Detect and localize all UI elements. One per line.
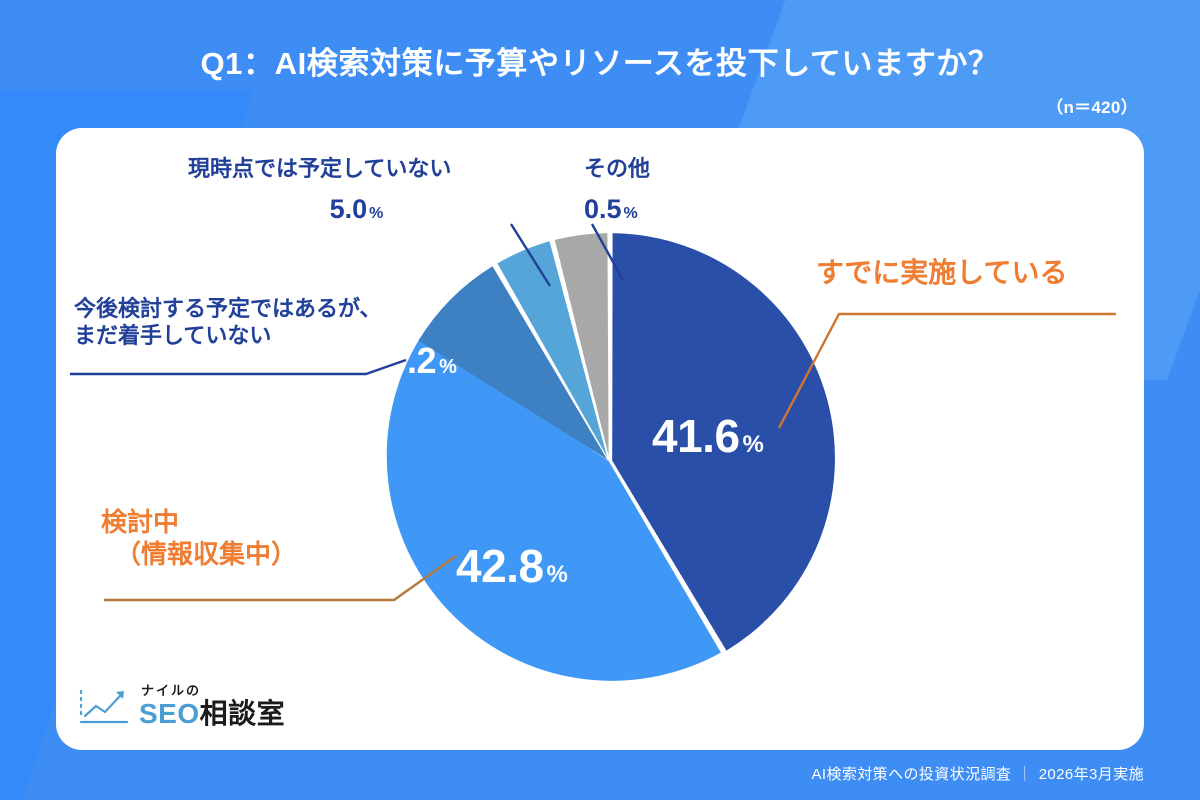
label-future: 今後検討する予定ではあるが、 まだ着手していない xyxy=(74,296,382,350)
value-percent-considering: % xyxy=(546,561,568,588)
pie-chart-svg xyxy=(386,233,835,681)
pie-slice-noplan[interactable] xyxy=(497,241,608,457)
callout-considering-line2: （情報収集中） xyxy=(115,539,298,570)
value-number-noplan: 5.0 xyxy=(329,193,368,224)
logo-main: SEO相談室 xyxy=(139,700,285,728)
callout-done: すでに実施している xyxy=(816,256,1067,291)
footer: AI検索対策への投資状況調査 ｜ 2026年3月実施 xyxy=(812,763,1145,784)
logo-text: ナイルの SEO相談室 xyxy=(139,680,285,728)
logo-jp: 相談室 xyxy=(199,698,286,729)
value-percent-done: % xyxy=(742,431,764,458)
label-other: その他 0.5% xyxy=(584,156,650,226)
label-noplan-text: 現時点では予定していない xyxy=(188,156,452,181)
sample-size-label: （n＝420） xyxy=(1046,98,1138,117)
pie-slice-future[interactable] xyxy=(418,266,608,460)
chart-card: 41.6% 42.8% 10.2% 現時点では予定していない 5.0% そ xyxy=(56,128,1144,750)
label-other-value: 0.5% xyxy=(584,193,650,226)
value-percent-noplan: % xyxy=(369,204,384,222)
value-label-considering: 42.8% xyxy=(456,543,568,589)
value-number-done: 41.6 xyxy=(652,410,740,462)
label-noplan: 現時点では予定していない 5.0% xyxy=(188,156,451,226)
pie-slice-other[interactable] xyxy=(554,233,609,456)
logo-seo: SEO xyxy=(139,698,200,729)
page-title: Q1：AI検索対策に予算やリソースを投下していますか？ xyxy=(200,46,1000,81)
pie-slice-considering[interactable] xyxy=(386,337,721,681)
value-label-done: 41.6% xyxy=(652,413,764,459)
footer-separator: ｜ xyxy=(1017,766,1033,783)
footer-date: 2026年3月実施 xyxy=(1038,766,1144,783)
logo[interactable]: ナイルの SEO相談室 xyxy=(78,680,285,728)
label-noplan-value: 5.0% xyxy=(188,193,451,226)
value-number-considering: 42.8 xyxy=(456,540,544,592)
logo-kana: ナイルの xyxy=(141,683,202,698)
label-other-text: その他 xyxy=(584,156,651,181)
value-number-other: 0.5 xyxy=(584,193,622,224)
value-percent-future: % xyxy=(439,356,457,378)
leader-line-future xyxy=(70,358,407,376)
label-future-line2: まだ着手していない xyxy=(74,322,272,348)
line-chart-icon xyxy=(79,689,129,724)
pie-chart xyxy=(380,228,840,688)
callout-considering: 検討中 （情報収集中） xyxy=(101,506,297,570)
callout-done-text: すでに実施している xyxy=(816,257,1068,288)
footer-survey-name: AI検索対策への投資状況調査 xyxy=(811,766,1012,783)
label-future-line1: 今後検討する予定ではあるが、 xyxy=(74,296,382,321)
callout-considering-line1: 検討中 xyxy=(101,507,180,537)
value-percent-other: % xyxy=(623,204,638,222)
header: Q1：AI検索対策に予算やリソースを投下していますか？ （n＝420） xyxy=(0,0,1200,128)
